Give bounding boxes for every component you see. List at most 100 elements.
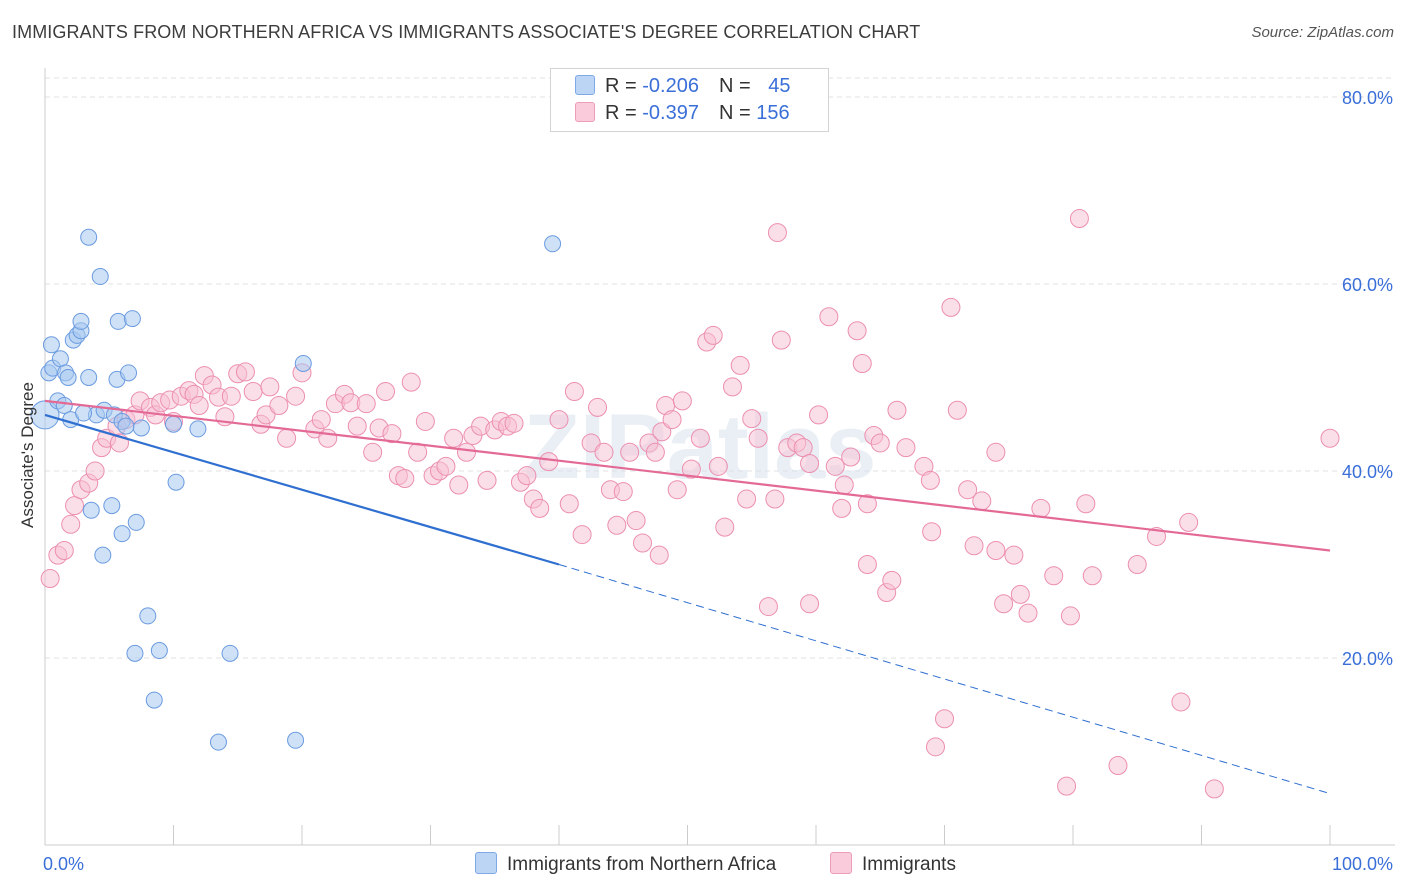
legend-r-label: R = [605,102,643,124]
pink-point [800,594,820,614]
legend-n-value: 45 [768,75,791,97]
pink-point [436,456,456,476]
pink-point [841,447,861,467]
axes [44,68,1395,846]
pink-point [964,536,984,556]
y-tick-label: 20.0% [1342,649,1393,669]
pink-point [564,382,584,402]
pink-point [947,400,967,420]
blue-point [91,268,109,286]
bottom-legend-label: Immigrants from Northern Africa [507,854,777,875]
pink-point [649,545,669,565]
pink-point [613,482,633,502]
pink-point [667,480,687,500]
blue-point [150,642,168,660]
bottom-legend-pink: Immigrants [830,852,956,876]
pink-point [994,594,1014,614]
pink-point [243,382,263,402]
legend-n-value: 156 [756,102,790,124]
pink-point [456,442,476,462]
pink-point [1076,494,1096,514]
pink-point [652,422,672,442]
pink-point [559,494,579,514]
blue-point [113,525,131,543]
pink-point [800,454,820,474]
pink-point [809,405,829,425]
blue-point [42,336,60,354]
pink-point [286,386,306,406]
pink-point [645,442,665,462]
pink-point [1044,566,1064,586]
pink-point [834,475,854,495]
pink-point [477,470,497,490]
pink-point [311,410,331,430]
blue-point [165,415,182,433]
blue-swatch-icon [575,75,595,95]
pink-point [870,433,890,453]
pink-point [662,410,682,430]
blue-point [80,369,98,386]
blue-point [209,733,227,751]
pink-point [1060,606,1080,626]
pink-point [1108,756,1128,776]
pink-trend-line [44,399,1331,552]
blue-point [132,419,150,437]
pink-point [1320,428,1340,448]
pink-point [363,442,383,462]
blue-point [75,404,93,422]
pink-point [221,386,241,406]
legend-r-value: -0.397 [642,102,699,124]
pink-point [922,522,942,542]
pink-point [935,709,954,729]
pink-point [793,438,813,458]
pink-point [672,391,692,411]
pink-point [852,353,872,373]
pink-point [941,297,961,317]
pink-point [1179,512,1199,532]
legend-r-label: R = [605,75,643,97]
pink-point [607,515,627,535]
pink-point [517,466,537,486]
blue-point [120,364,138,382]
pink-point [742,409,762,429]
pink-point [1004,545,1024,565]
pink-point [415,411,435,431]
pink-point [61,514,81,534]
blue-point [123,310,141,328]
pink-point [972,491,992,511]
bottom-legend-blue: Immigrants from Northern Africa [475,852,776,876]
pink-point [376,382,396,402]
pink-point [1069,209,1089,229]
pink-point [395,468,415,488]
pink-point [54,540,74,560]
pink-point [620,442,640,462]
blue-point [82,501,100,519]
pink-point [986,540,1006,560]
pink-point [235,362,255,382]
pink-point [626,511,646,531]
blue-trend-line [44,413,560,566]
pink-point [256,405,276,425]
blue-point [109,312,127,330]
pink-point [1057,776,1077,796]
pink-point [819,307,839,327]
pink-point [703,325,723,345]
pink-point [277,428,297,448]
blue-trend-extension [558,564,1331,795]
x-tick-label: 100.0% [1332,854,1393,874]
pink-point [549,410,569,430]
pink-point [847,321,867,341]
blue-point [544,235,562,253]
blue-point [59,369,77,386]
y-tick-label: 60.0% [1342,275,1393,295]
pink-point [920,470,940,490]
pink-point [986,442,1006,462]
pink-point [825,456,845,476]
blue-point [94,546,112,564]
y-tick-label: 40.0% [1342,462,1393,482]
pink-point [382,424,402,444]
pink-point [857,494,877,514]
legend-n-label: N = [718,102,757,124]
pink-series-points [40,209,1340,799]
